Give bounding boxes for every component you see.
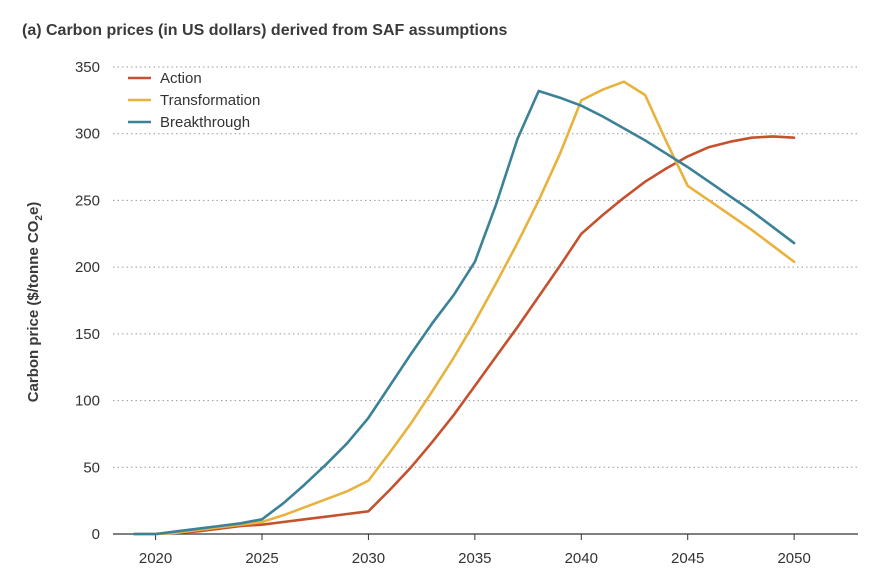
y-axis-label-main: Carbon price ($/tonne CO [25, 220, 42, 402]
y-tick-label-0: 0 [92, 526, 100, 543]
chart-title: (a) Carbon prices (in US dollars) derive… [22, 22, 508, 39]
x-axis-ticks: 2020 2025 2030 2035 2040 2045 2050 [139, 534, 811, 567]
x-tick-label-2045: 2045 [671, 550, 704, 567]
x-tick-label-2050: 2050 [777, 550, 810, 567]
y-tick-label-300: 300 [75, 126, 100, 143]
x-tick-label-2035: 2035 [458, 550, 491, 567]
y-tick-label-100: 100 [75, 393, 100, 410]
y-axis-label-subscript: 2 [34, 215, 45, 221]
x-tick-label-2040: 2040 [565, 550, 598, 567]
y-tick-label-50: 50 [83, 459, 100, 476]
y-tick-label-200: 200 [75, 259, 100, 276]
y-tick-label-150: 150 [75, 326, 100, 343]
legend-label-breakthrough: Breakthrough [160, 114, 250, 131]
y-axis-label-end: e) [25, 202, 42, 215]
series-line-transformation [133, 80, 796, 536]
grid-lines [113, 66, 858, 535]
x-tick-label-2030: 2030 [352, 550, 385, 567]
series-line-breakthrough [133, 89, 796, 536]
series-line-action [133, 135, 796, 536]
y-tick-label-250: 250 [75, 192, 100, 209]
y-tick-label-350: 350 [75, 59, 100, 76]
legend-label-transformation: Transformation [160, 92, 260, 109]
legend-label-action: Action [160, 70, 202, 87]
y-axis-ticks: 0 50 100 150 200 250 300 350 [75, 59, 100, 543]
series-lines [133, 80, 796, 536]
y-axis-label: Carbon price ($/tonne CO2e) [25, 202, 45, 403]
x-tick-label-2025: 2025 [245, 550, 278, 567]
x-tick-label-2020: 2020 [139, 550, 172, 567]
legend: Action Transformation Breakthrough [128, 70, 260, 131]
